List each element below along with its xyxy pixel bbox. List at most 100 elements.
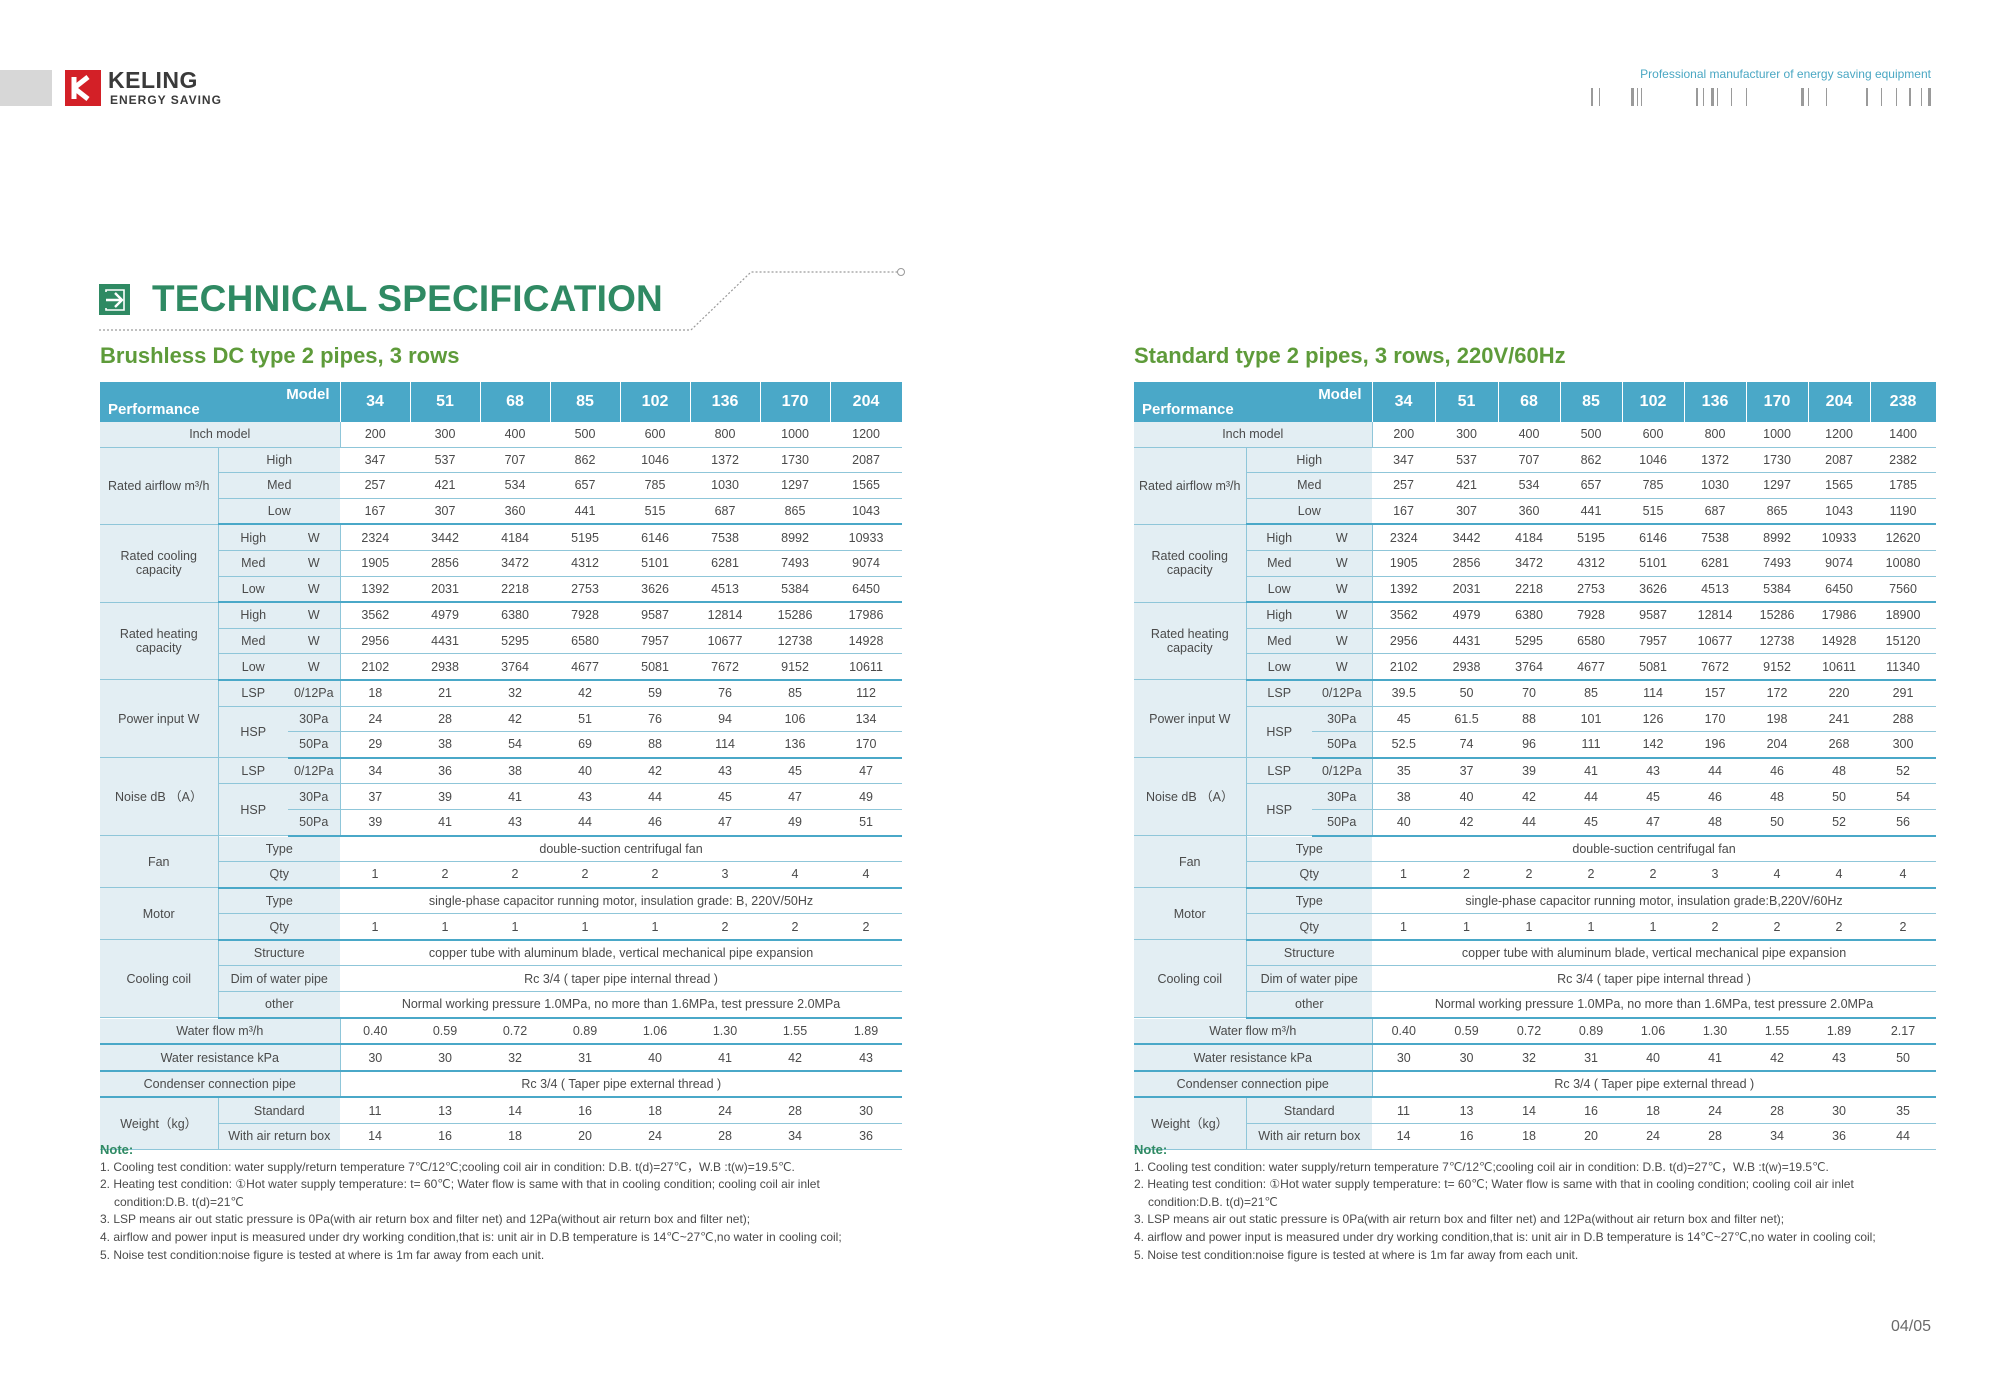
value-cell: 44 [1560, 783, 1623, 810]
sub-label: High [218, 602, 288, 629]
sub-label: LSP [1246, 679, 1312, 707]
sub-label: Med [218, 550, 288, 577]
value-cell: 142 [1622, 731, 1685, 759]
table-row: HSP 30Pa 24 28 42 51 76 94 106 134 [100, 706, 903, 759]
value-cell: 6450 [830, 576, 903, 604]
value-cell: 28 [1746, 1097, 1809, 1125]
spanning-value-cell: copper tube with aluminum blade, vertica… [340, 939, 903, 967]
value-cell: 360 [1498, 498, 1561, 526]
value-cell: 11 [1372, 1097, 1436, 1125]
value-cell: 2 [1435, 861, 1499, 889]
value-cell: 85 [1560, 679, 1623, 707]
performance-header: Performance [1142, 401, 1234, 418]
table-row: Condenser connection pipe Rc 3/4 ( Taper … [1134, 1070, 1937, 1099]
value-cell: 16 [1560, 1097, 1623, 1125]
value-cell: 10933 [830, 524, 903, 551]
group-label: Motor [1134, 887, 1247, 941]
value-cell: 28 [1684, 1123, 1747, 1150]
value-cell: 0.89 [550, 1017, 621, 1046]
value-cell: 24 [620, 1123, 691, 1150]
value-cell: 17986 [1808, 602, 1871, 629]
value-cell: 44 [620, 783, 691, 810]
unit-label: W [288, 602, 341, 629]
value-cell: 2 [690, 913, 761, 941]
row-label: Water resistance kPa [1134, 1044, 1373, 1072]
value-cell: 2 [830, 913, 903, 941]
table-row: Motor Type single-phase capacitor running … [100, 887, 903, 941]
value-cell: 56 [1870, 809, 1937, 837]
value-cell: 2218 [1498, 576, 1561, 604]
table-row: Med W 2956 4431 5295 6580 7957 10677 12738 14928 [100, 628, 903, 655]
sub-label: Type [218, 835, 341, 863]
table-row: Inch model 200 300 400 500 600 800 1000 1200 [100, 422, 903, 448]
table-row: Qty 1 2 2 2 2 3 4 4 [100, 861, 903, 889]
group-label: Power input W [1134, 679, 1247, 759]
value-cell: 41 [690, 1044, 761, 1072]
table-row: Power input W LSP 0/12Pa 18 21 32 42 59 76 85 112 [100, 679, 903, 759]
value-cell: 172 [1746, 679, 1809, 707]
note-line: 3. LSP means air out static pressure is … [100, 1212, 751, 1227]
grey-header-tab [0, 70, 52, 106]
value-cell: 441 [1560, 498, 1623, 526]
value-cell: 288 [1870, 706, 1937, 733]
value-cell: 12814 [1684, 602, 1747, 629]
value-cell: 1 [1435, 913, 1499, 941]
value-cell: 1.06 [1622, 1017, 1685, 1046]
model-header-cell: 204 [830, 382, 903, 422]
value-cell: 41 [480, 783, 551, 810]
value-cell: 2 [480, 861, 551, 889]
value-cell: 10677 [690, 628, 761, 655]
sub-label: With air return box [1246, 1123, 1373, 1150]
value-cell: 7928 [550, 602, 621, 629]
table-row: Low W 2102 2938 3764 4677 5081 7672 9152 10611 113… [1134, 653, 1937, 681]
header-corner-cell: Model Performance [1134, 382, 1373, 422]
value-cell: 16 [410, 1123, 481, 1150]
sub-label: other [218, 991, 341, 1019]
value-cell: 2 [1622, 861, 1685, 889]
value-cell: 40 [550, 757, 621, 785]
note-line: 2. Heating test condition: ①Hot water su… [1134, 1177, 1854, 1192]
sub-label: Med [218, 628, 288, 655]
value-cell: 167 [340, 498, 411, 526]
table-header-row: Model Performance 34 51 68 85 102 136 170 204 23… [1134, 382, 1937, 422]
value-cell: 6380 [480, 602, 551, 629]
table-row: Qty 1 2 2 2 2 3 4 4 4 [1134, 861, 1937, 889]
value-cell: 1 [550, 913, 621, 941]
value-cell: 43 [480, 809, 551, 837]
value-cell: 1392 [1372, 576, 1436, 604]
spanning-value-cell: Rc 3/4 ( Taper pipe external thread ) [340, 1070, 903, 1099]
value-cell: 45 [690, 783, 761, 810]
performance-header: Performance [108, 401, 200, 418]
value-cell: 126 [1622, 706, 1685, 733]
value-cell: 10080 [1870, 550, 1937, 577]
table-row: Cooling coil Structure copper tube with al… [100, 939, 903, 1019]
value-cell: 41 [1684, 1044, 1747, 1072]
value-cell: 88 [1498, 706, 1561, 733]
value-cell: 2 [620, 861, 691, 889]
table-row: Med W 1905 2856 3472 4312 5101 6281 7493 9074 1008… [1134, 550, 1937, 577]
value-cell: 307 [1435, 498, 1499, 526]
sub-label: Med [218, 472, 341, 499]
value-cell: 4431 [1435, 628, 1499, 655]
value-cell: 268 [1808, 731, 1871, 759]
value-cell: 1.30 [690, 1017, 761, 1046]
value-cell: 3764 [1498, 653, 1561, 681]
sub-label: Type [1246, 835, 1373, 863]
sub-label: High [1246, 524, 1312, 551]
value-cell: 50 [1870, 1044, 1937, 1072]
value-cell: 0.59 [1435, 1017, 1499, 1046]
value-cell: 1000 [760, 422, 831, 448]
model-header-cell: 68 [1498, 382, 1561, 422]
value-cell: 2956 [340, 628, 411, 655]
value-cell: 28 [410, 706, 481, 733]
value-cell: 40 [620, 1044, 691, 1072]
model-header: Model [1318, 386, 1362, 403]
value-cell: 3764 [480, 653, 551, 681]
value-cell: 537 [410, 447, 481, 474]
value-cell: 24 [1622, 1123, 1685, 1150]
note-line: condition:D.B. t(d)=21℃ [1148, 1194, 1278, 1209]
value-cell: 4312 [550, 550, 621, 577]
note-line: 5. Noise test condition:noise figure is … [100, 1247, 545, 1262]
sub-label: Type [1246, 887, 1373, 915]
value-cell: 39 [340, 809, 411, 837]
